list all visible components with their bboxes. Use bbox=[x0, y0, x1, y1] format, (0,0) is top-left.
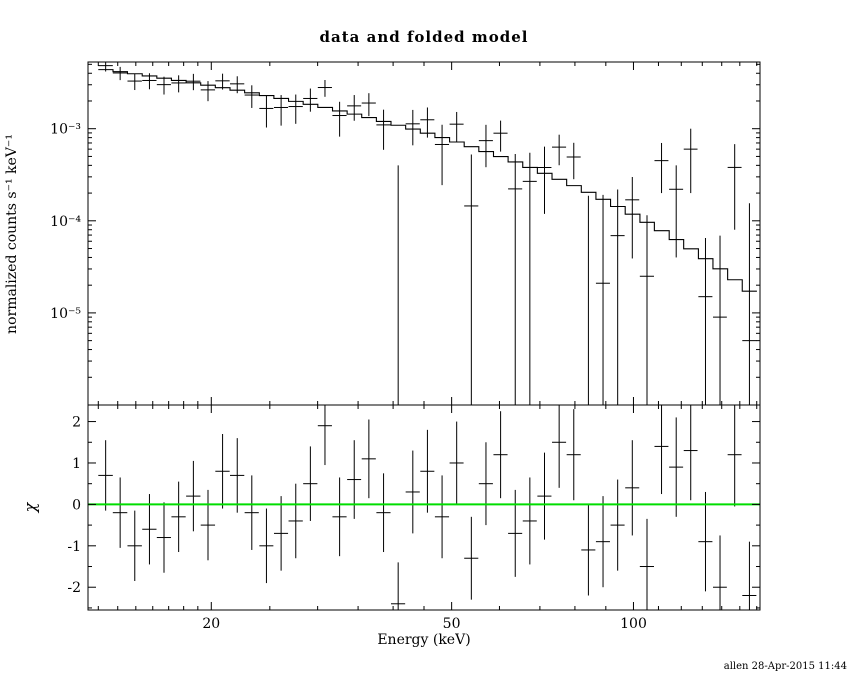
signature-text: allen 28-Apr-2015 11:44 bbox=[723, 661, 847, 672]
tick-label: 0 bbox=[72, 497, 81, 513]
tick-label: 10⁻⁵ bbox=[50, 306, 81, 322]
top-panel-border bbox=[87, 61, 761, 406]
axis-ticks bbox=[88, 62, 760, 610]
y-axis-label-chi: χ bbox=[20, 502, 40, 513]
tick-label: 2 bbox=[72, 415, 81, 431]
plot-title: data and folded model bbox=[319, 28, 529, 46]
tick-label: 20 bbox=[202, 616, 220, 632]
tick-label: 50 bbox=[443, 616, 461, 632]
y-axis-label-counts: normalized counts s⁻¹ keV⁻¹ bbox=[4, 133, 20, 334]
tick-label: 10⁻³ bbox=[50, 122, 81, 138]
model-histogram bbox=[98, 69, 757, 292]
tick-label: -2 bbox=[67, 580, 81, 596]
bottom-panel-border bbox=[87, 404, 761, 611]
data-points bbox=[98, 62, 757, 405]
tick-labels: 20 50 100 10⁻³ 10⁻⁴ 10⁻⁵ -2 -1 0 1 2 bbox=[50, 122, 647, 632]
tick-label: 1 bbox=[72, 456, 81, 472]
folded-model-curve bbox=[98, 69, 757, 292]
residual-points bbox=[98, 405, 757, 610]
tick-label: -1 bbox=[67, 539, 81, 555]
x-axis-label: Energy (keV) bbox=[377, 632, 471, 648]
tick-label: 10⁻⁴ bbox=[50, 214, 81, 230]
panel-borders bbox=[87, 61, 761, 611]
tick-label: 100 bbox=[620, 616, 647, 632]
